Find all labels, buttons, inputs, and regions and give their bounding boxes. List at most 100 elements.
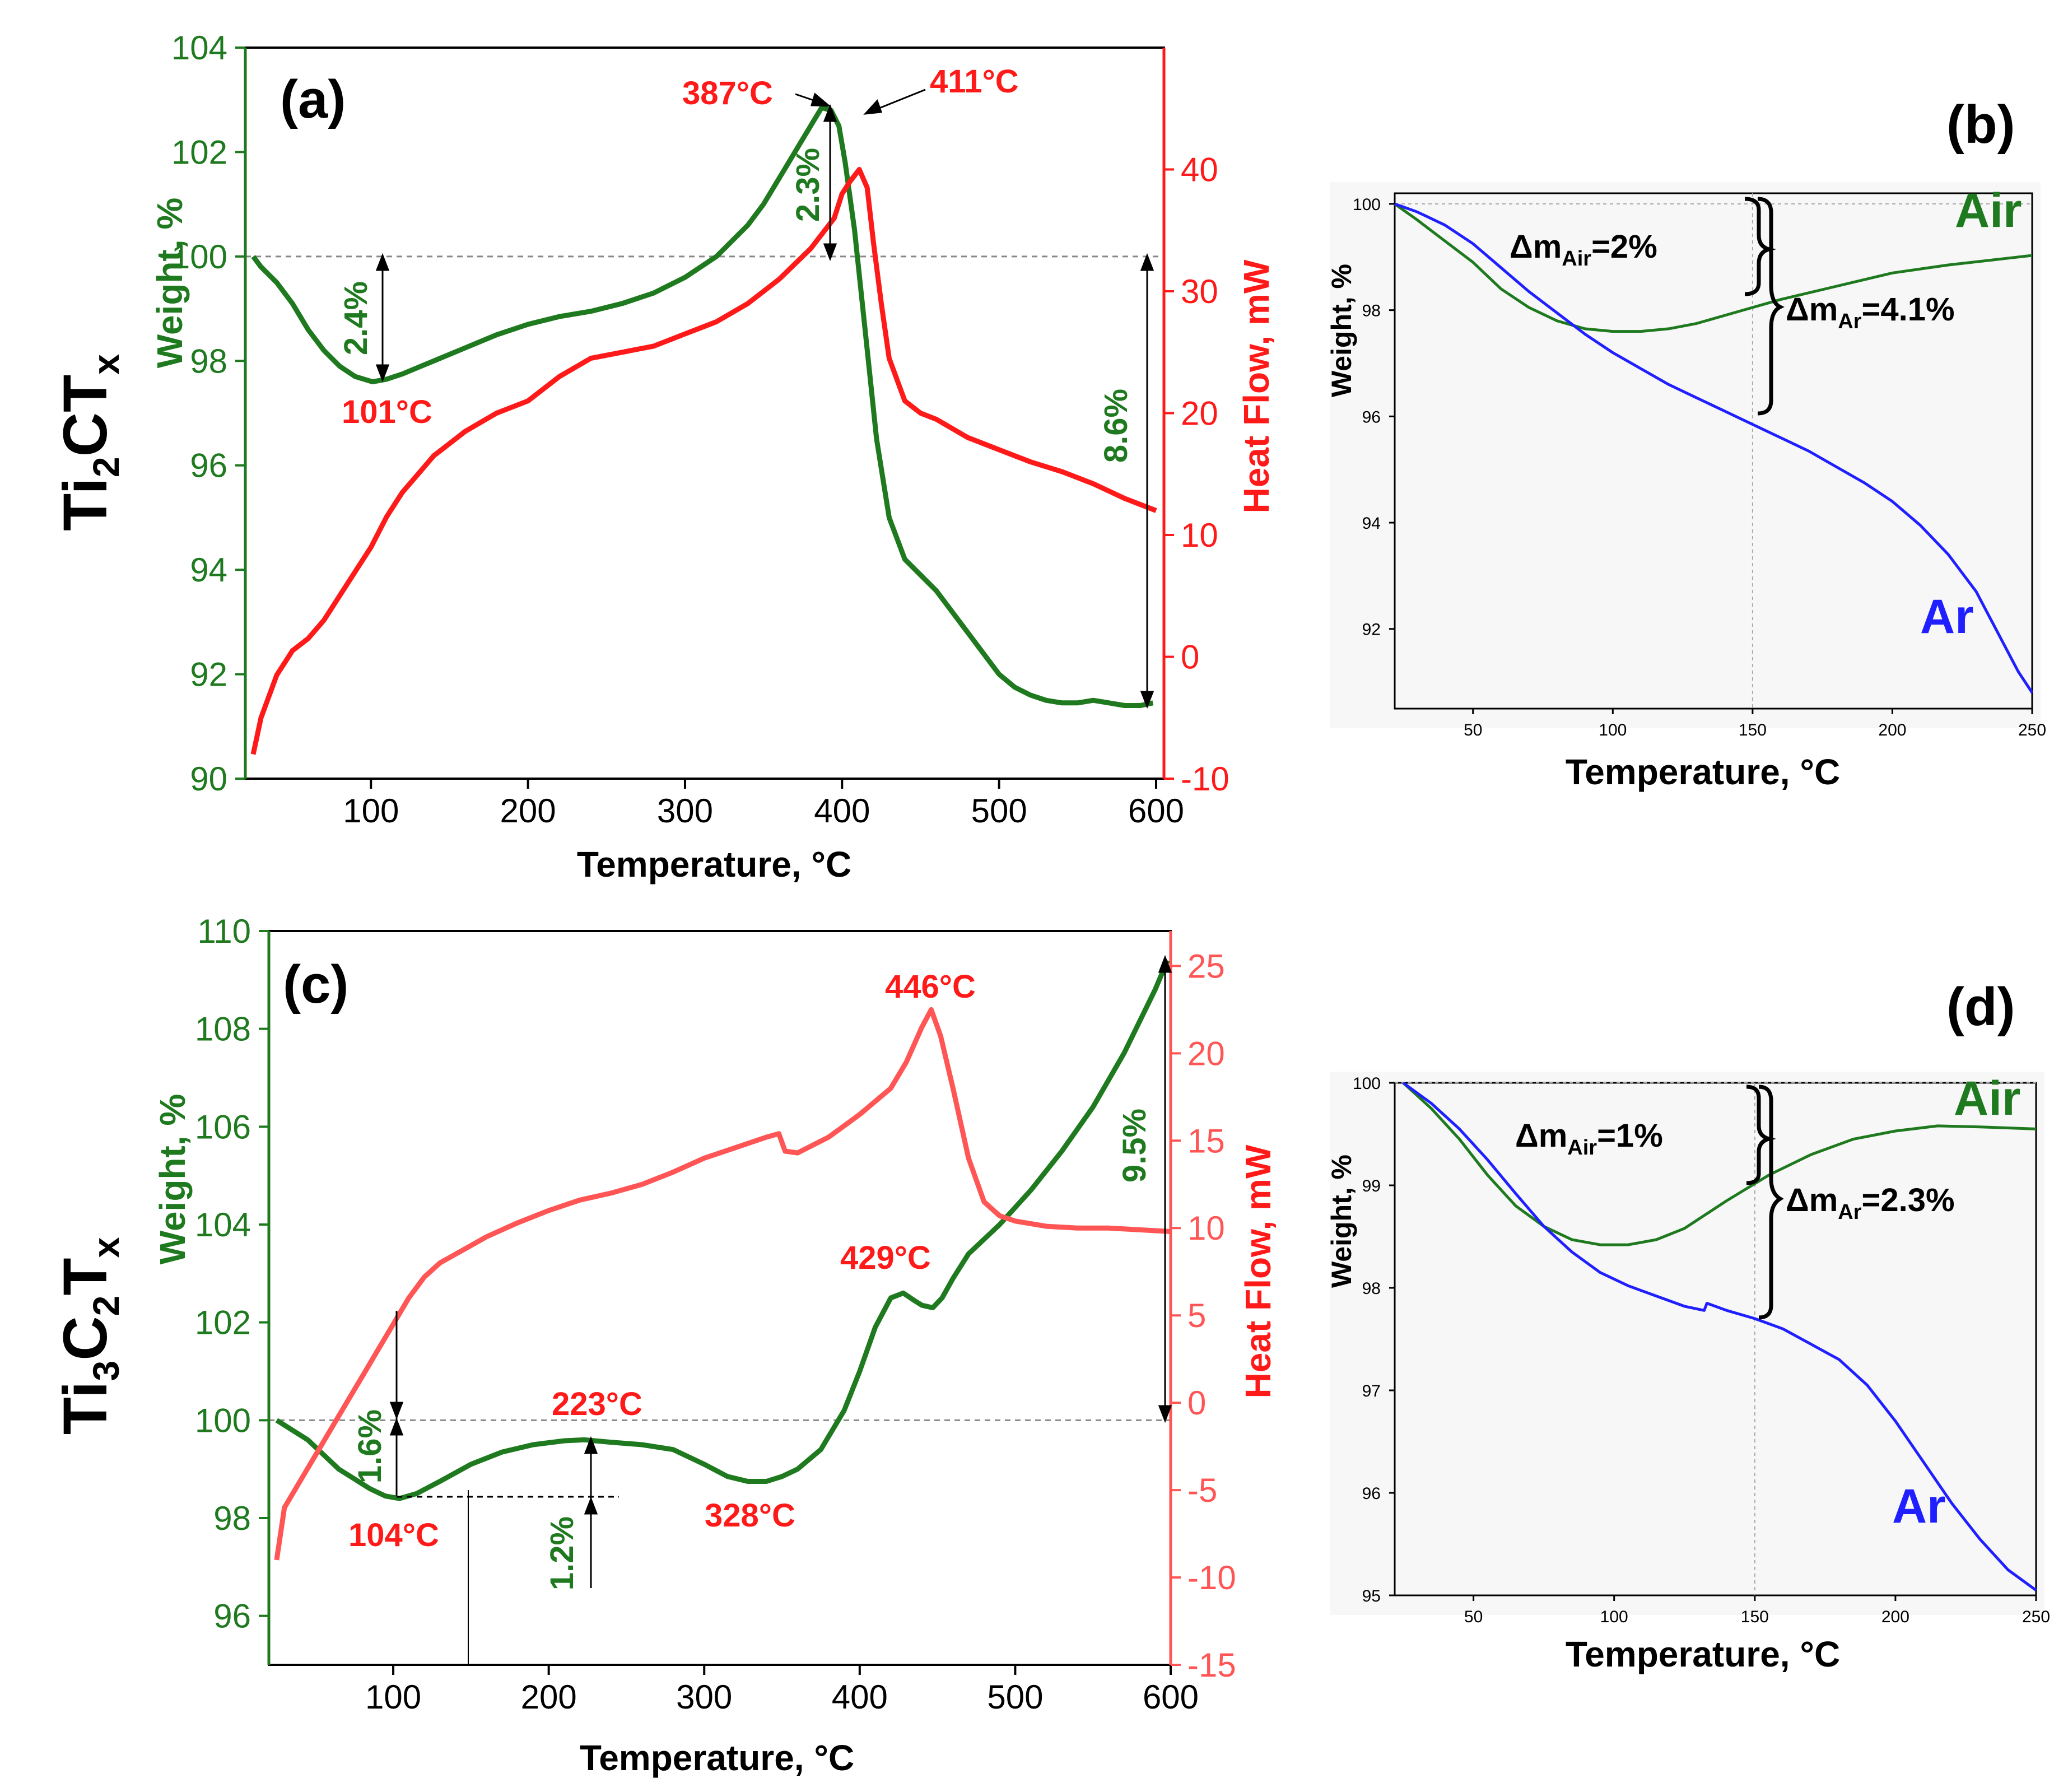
annotation-pct-8-6: 8.6%: [1098, 389, 1134, 463]
x-tick-label: 200: [521, 1678, 577, 1716]
x-tick-label: 200: [1881, 1608, 1909, 1626]
annotation-delta-air: ΔmAir=2%: [1510, 229, 1657, 271]
delta-rest: =2.3%: [1862, 1182, 1955, 1218]
y-tick-label: 98: [213, 1500, 251, 1537]
plot-background: [1330, 1072, 2044, 1615]
y2-axis-title: Heat Flow, mW: [1238, 1144, 1278, 1398]
x-tick-label: 400: [832, 1678, 888, 1716]
x-tick-label: 300: [657, 792, 713, 830]
arrowhead: [375, 364, 390, 383]
delta-rest: =1%: [1597, 1118, 1663, 1154]
annotation-pct-2-4: 2.4%: [338, 281, 374, 355]
brackets: [1744, 197, 1785, 416]
ar-curve: [1402, 1081, 2037, 1591]
panel-c: 100 200 300 400 500 6009698100102104106108110…: [51, 913, 1278, 1778]
arrowhead: [584, 1496, 598, 1515]
y-tick-label: 90: [190, 760, 227, 798]
arrowhead: [1158, 1405, 1172, 1423]
side-label-sub: x: [85, 354, 127, 375]
y-tick-label: 110: [197, 913, 251, 950]
y-tick-label: 94: [1362, 514, 1381, 533]
x-axis-title: Temperature, °C: [1566, 752, 1840, 792]
arrowhead: [823, 243, 837, 262]
panel-label: (a): [280, 69, 346, 129]
series-label-air: Air: [1955, 184, 2022, 238]
annotation-temp-387: 387°C: [682, 75, 773, 111]
y-tick-label: 92: [1362, 621, 1381, 639]
x-tick-label: 100: [343, 792, 399, 830]
y-tick-label: 102: [171, 133, 227, 171]
delta-sub: Air: [1567, 1136, 1597, 1160]
axis-ticks: 50 100 150 200 250 95 96 97 98 99 100: [1353, 1074, 2050, 1626]
x-tick-label: 600: [1143, 1678, 1199, 1716]
plot-frame: [1394, 192, 2033, 710]
y2-tick-label: 0: [1181, 639, 1199, 676]
axis-ticks: 100 200 300 400 500 6009092949698100102104-10…: [171, 29, 1229, 830]
y2-tick-label: -5: [1187, 1472, 1217, 1509]
y-tick-label: 104: [171, 29, 227, 67]
delta-text: Δm: [1786, 291, 1838, 328]
side-label-sub: 2: [85, 1296, 127, 1316]
x-tick-label: 50: [1464, 1608, 1483, 1626]
y-axis-title: Weight, %: [1326, 1155, 1357, 1288]
x-tick-label: 600: [1128, 792, 1184, 830]
plot-background: [1330, 182, 2041, 728]
x-tick-label: 250: [2018, 721, 2046, 739]
panel-d: 50 100 150 200 250 95 96 97 98 99 100 (d) Temperat…: [1326, 977, 2050, 1674]
annotation-delta-air: ΔmAir=1%: [1515, 1118, 1663, 1160]
x-tick-label: 500: [987, 1678, 1043, 1716]
delta-sub: Air: [1562, 247, 1591, 271]
y-tick-label: 96: [213, 1598, 251, 1635]
y-tick-label: 96: [190, 447, 227, 485]
arrowhead: [389, 1402, 404, 1420]
x-tick-label: 200: [1878, 721, 1906, 739]
annotation-temp-411: 411°C: [930, 63, 1019, 100]
weight-curve: [251, 105, 1154, 708]
delta-sub: Ar: [1838, 310, 1861, 333]
y-tick-label: 100: [195, 1402, 251, 1439]
air-curve: [1394, 202, 2033, 333]
side-label: Ti2CTx: [51, 354, 127, 531]
arrowhead: [823, 104, 837, 122]
y-tick-label: 98: [190, 342, 227, 380]
side-label: Ti3C2Tx: [51, 1237, 127, 1435]
y-tick-label: 99: [1362, 1177, 1381, 1195]
y-tick-label: 100: [1353, 196, 1381, 214]
y2-tick-label: -10: [1181, 760, 1229, 798]
side-label-base: Ti: [51, 477, 120, 531]
plot-frame: [1394, 1082, 2037, 1596]
y2-tick-label: 15: [1187, 1122, 1225, 1160]
y-tick-label: 102: [195, 1304, 251, 1342]
x-tick-label: 300: [676, 1678, 732, 1716]
x-tick-label: 100: [365, 1678, 421, 1716]
annotation-pct-1-2: 1.2%: [544, 1516, 580, 1590]
arrowhead: [863, 99, 883, 115]
x-tick-label: 150: [1739, 721, 1767, 739]
delta-text: Δm: [1515, 1118, 1567, 1154]
delta-rest: =4.1%: [1862, 291, 1955, 328]
series-label-ar: Ar: [1920, 590, 1974, 644]
y2-tick-label: 25: [1187, 947, 1225, 985]
y-tick-label: 104: [195, 1206, 251, 1244]
x-axis-title: Temperature, °C: [580, 1738, 854, 1778]
y-axis-title: Weight, %: [1326, 264, 1357, 397]
arrowhead: [811, 92, 832, 107]
side-label-base: Ti: [51, 1381, 120, 1435]
annotation-pct-2-3: 2.3%: [790, 148, 826, 222]
x-tick-label: 50: [1464, 721, 1482, 739]
panel-b: 50 100 150 200 250 92 94 96 98 100 (b) Temperatur…: [1326, 95, 2046, 792]
x-tick-label: 100: [1600, 1608, 1628, 1626]
axis-ticks: 100 200 300 400 500 6009698100102104106108110…: [195, 913, 1236, 1716]
annotation-pct-9-5: 9.5%: [1116, 1109, 1153, 1183]
y-tick-label: 94: [190, 551, 227, 589]
y2-tick-label: -15: [1187, 1646, 1236, 1684]
bracket-ar: [1758, 1084, 1784, 1320]
annotation-delta-ar: ΔmAr=2.3%: [1786, 1182, 1955, 1224]
y-tick-label: 98: [1362, 302, 1381, 320]
y-tick-label: 100: [171, 238, 227, 276]
arrowhead: [1140, 691, 1154, 709]
series-label-ar: Ar: [1892, 1479, 1946, 1533]
annotation-delta-ar: ΔmAr=4.1%: [1786, 291, 1955, 333]
delta-sub: Ar: [1838, 1200, 1861, 1224]
